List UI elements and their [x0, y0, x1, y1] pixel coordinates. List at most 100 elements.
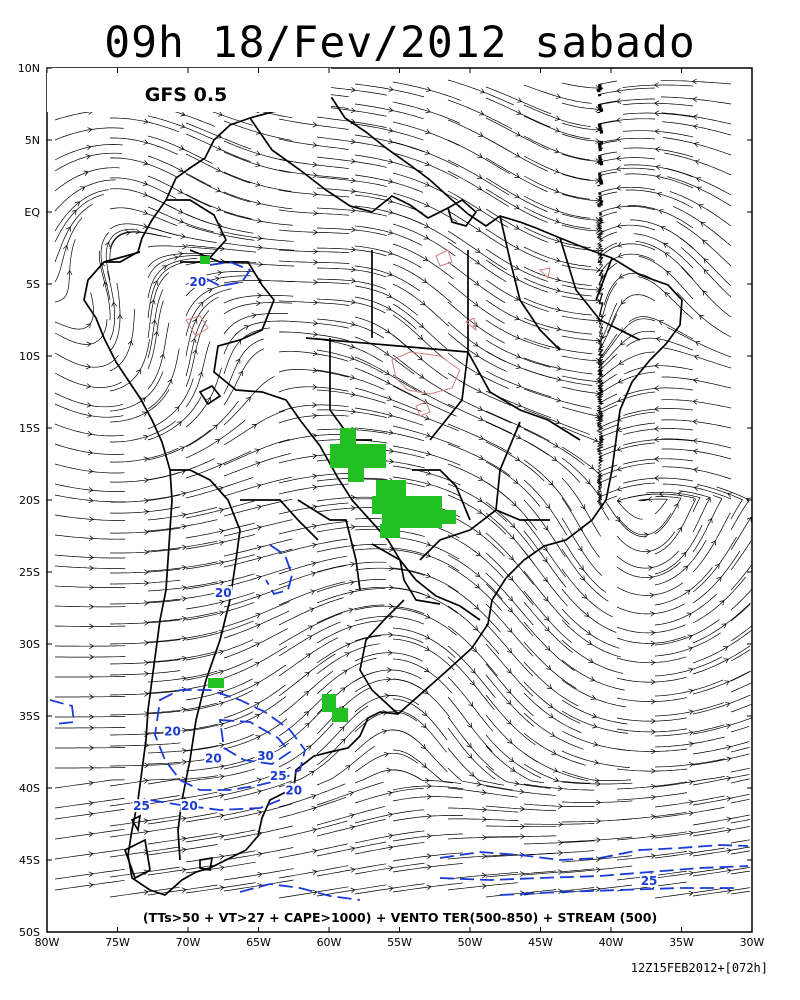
streamline	[680, 247, 732, 298]
streamline	[55, 676, 126, 678]
stream-arrow	[469, 771, 475, 777]
stream-arrow	[87, 431, 93, 437]
streamline	[561, 639, 624, 674]
stream-arrow	[86, 383, 92, 389]
stream-arrow	[86, 341, 92, 348]
stream-arrow	[350, 391, 356, 398]
stream-arrow	[88, 535, 94, 542]
stream-arrow	[618, 359, 625, 365]
streamline	[392, 354, 452, 396]
streamline	[485, 339, 551, 368]
stream-arrow	[726, 827, 732, 834]
stream-arrow	[663, 243, 669, 248]
streamline	[147, 458, 215, 481]
streamline	[662, 137, 732, 156]
stream-arrow	[584, 611, 590, 617]
streamline	[278, 209, 350, 216]
streamline	[223, 664, 287, 699]
contour-label-background	[163, 724, 182, 738]
streamline	[223, 780, 292, 801]
stream-arrow	[256, 525, 262, 531]
streamline	[392, 405, 460, 432]
stream-arrow	[515, 131, 521, 137]
stream-arrow	[217, 111, 224, 117]
stream-arrow	[127, 340, 134, 346]
streamline	[616, 811, 687, 821]
stream-arrow	[308, 607, 315, 613]
stream-arrow	[89, 623, 95, 630]
streamline	[316, 318, 384, 339]
streamline	[523, 206, 591, 229]
streamline	[354, 883, 425, 895]
stream-arrow	[178, 251, 184, 257]
stream-arrow	[426, 853, 432, 859]
contour-label-background	[188, 275, 207, 288]
stream-arrow	[89, 643, 95, 649]
streamline	[392, 223, 456, 257]
stream-arrow	[469, 680, 475, 686]
stream-arrow	[179, 123, 186, 129]
stream-arrow	[256, 555, 262, 562]
stream-arrow	[86, 144, 92, 151]
streamline	[730, 517, 752, 551]
stream-arrow	[645, 548, 651, 555]
streamline	[392, 587, 458, 614]
stream-arrow	[88, 831, 94, 837]
longitude-label: 40W	[599, 936, 624, 949]
stream-arrow	[309, 770, 315, 776]
stream-arrow	[88, 800, 94, 806]
stream-arrow	[507, 596, 513, 602]
streamline	[54, 797, 125, 809]
streamline	[354, 809, 425, 824]
streamline	[147, 300, 164, 370]
streamline	[147, 175, 212, 208]
stream-arrow	[725, 723, 731, 729]
stream-arrow	[714, 563, 720, 569]
streamline	[223, 439, 290, 466]
stream-arrow	[424, 161, 431, 167]
stream-arrow	[651, 768, 656, 774]
stream-arrow	[726, 847, 732, 854]
streamline	[561, 264, 604, 291]
streamline	[616, 717, 688, 722]
streamline	[486, 825, 557, 828]
stream-arrow	[655, 336, 661, 342]
stream-arrow	[726, 816, 732, 823]
stream-arrow	[664, 252, 670, 258]
streamline	[730, 890, 751, 895]
stream-arrow	[141, 411, 148, 417]
stream-arrow	[621, 327, 627, 333]
stream-arrow	[649, 592, 655, 599]
stream-arrow	[144, 569, 150, 575]
streamline	[561, 335, 604, 359]
stream-arrow	[217, 463, 223, 469]
streamline	[278, 722, 334, 768]
streamline	[147, 257, 198, 299]
stream-arrow	[692, 398, 698, 405]
stream-arrow	[595, 297, 601, 304]
stream-arrow	[647, 496, 653, 503]
instability-cell	[348, 466, 364, 482]
streamline	[447, 190, 509, 228]
stream-arrow	[650, 794, 656, 801]
stream-arrow	[726, 756, 732, 762]
stream-arrow	[212, 424, 218, 430]
stream-arrow	[350, 846, 356, 852]
streamline	[109, 886, 180, 898]
latitude-label: 15S	[19, 422, 40, 435]
streamline	[354, 356, 417, 391]
streamline	[392, 283, 450, 327]
streamline	[523, 175, 590, 200]
stream-arrow	[181, 748, 187, 754]
stream-arrow	[348, 607, 354, 613]
streamline	[561, 193, 604, 208]
instability-cell	[330, 444, 386, 468]
streamline	[485, 117, 549, 151]
streamline	[598, 442, 656, 463]
streamline	[55, 727, 126, 729]
streamline	[561, 836, 633, 843]
stream-arrow	[553, 776, 559, 783]
stream-arrow	[425, 86, 432, 93]
stream-arrow	[556, 376, 562, 382]
stream-arrow	[312, 320, 318, 326]
